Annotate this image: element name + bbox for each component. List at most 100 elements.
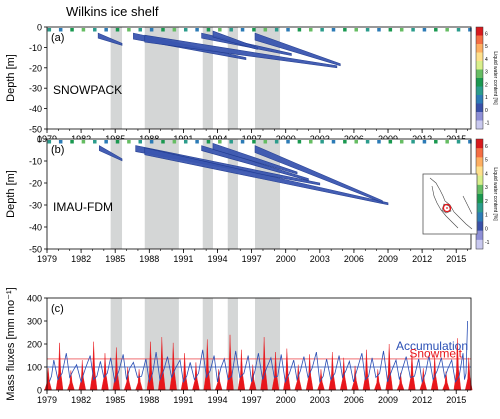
shaded-period-0	[110, 27, 123, 129]
shaded-period-3	[227, 27, 238, 129]
xtick-label-12: 2015	[446, 254, 466, 264]
ytick-label-5: -50	[29, 245, 42, 255]
surface-melt-1986	[127, 140, 131, 144]
xtick-label-3: 1988	[139, 395, 159, 405]
colorbar-swatch-3	[476, 166, 483, 176]
surface-melt-2005	[343, 140, 347, 144]
xtick-label-9: 2006	[344, 254, 364, 264]
surface-melt-2016	[468, 140, 472, 144]
surface-melt-1979	[47, 140, 52, 144]
surface-melt-1985	[115, 28, 120, 32]
colorbar-tick-3: 3	[485, 70, 488, 76]
percolation-band-0	[97, 32, 123, 46]
colorbar-label: Liquid water content [%]	[492, 51, 498, 105]
shaded-period-3	[227, 139, 238, 249]
surface-melt-1979	[47, 28, 52, 32]
ylabel: Depth [m]	[5, 170, 17, 218]
ytick-label-4: 400	[27, 294, 42, 304]
xtick-label-6: 1997	[242, 395, 262, 405]
colorbar-swatch-3	[476, 52, 483, 62]
colorbar-swatch-5	[476, 69, 483, 79]
surface-melt-2014	[445, 28, 449, 32]
colorbar-tick-1: 5	[485, 44, 488, 50]
colorbar-tick-3: 3	[485, 185, 488, 191]
colorbar-tick-7: -1	[485, 240, 490, 246]
legend-accumulation: Accumulation	[396, 339, 468, 353]
surface-melt-2004	[331, 28, 336, 32]
legend-snowmelt: Snowmelt	[409, 346, 462, 360]
colorbar-swatch-9	[476, 103, 483, 113]
surface-melt-1988	[149, 140, 154, 144]
colorbar-frame	[475, 26, 484, 130]
colorbar-tick-1: 5	[485, 158, 488, 164]
surface-melt-1994	[218, 28, 222, 32]
colorbar-swatch-0	[476, 27, 483, 36]
site-marker	[442, 203, 452, 213]
colorbar-swatch-10	[476, 230, 483, 241]
percolation-band-2	[144, 34, 338, 69]
accumulation-line	[48, 320, 468, 384]
surface-melt-1988	[149, 28, 154, 32]
surface-melt-1986	[127, 28, 131, 32]
surface-melt-1991	[183, 140, 188, 144]
surface-melt-2011	[411, 28, 415, 32]
colorbar-tick-0: 6	[485, 31, 488, 37]
island-outline	[441, 203, 452, 214]
xtick-label-0: 1979	[37, 395, 57, 405]
colorbar-swatch-6	[476, 78, 483, 87]
surface-melt-2002	[309, 28, 313, 32]
xtick-label-2: 1985	[105, 395, 125, 405]
surface-melt-1998	[263, 28, 268, 32]
surface-melt-2009	[388, 28, 393, 32]
surface-melt-2007	[365, 140, 370, 144]
ytick-label-1: -10	[29, 157, 42, 167]
surface-melt-1989	[161, 28, 165, 32]
colorbar-swatch-10	[476, 112, 483, 121]
surface-melt-2007	[365, 28, 370, 32]
colorbar-tick-0: 6	[485, 144, 488, 150]
ytick-label-0: 0	[37, 135, 42, 145]
colorbar-swatch-11	[476, 120, 483, 130]
ytick-label-2: 200	[27, 340, 42, 350]
surface-melt-1990	[172, 28, 177, 32]
colorbar-label: Liquid water content [%]	[492, 167, 498, 221]
surface-melt-2015	[456, 140, 461, 144]
ylabel: Depth [m]	[5, 54, 17, 102]
percolation-band-2	[144, 147, 389, 206]
xtick-label-1: 1982	[71, 395, 91, 405]
colorbar-a: 6 5 4 3 2 1 0 -1 Liquid water content [%]	[475, 26, 498, 130]
surface-melt-2011	[411, 140, 415, 144]
ytick-label-3: -30	[29, 201, 42, 211]
colorbar-swatch-1	[476, 148, 483, 158]
colorbar-swatch-9	[476, 221, 483, 231]
xtick-label-9: 2006	[344, 395, 364, 405]
xtick-label-8: 2003	[310, 395, 330, 405]
ytick-label-2: -20	[29, 63, 42, 73]
surface-melt-2006	[354, 140, 358, 144]
colorbar-swatch-2	[476, 44, 483, 53]
percolation-band-3	[201, 145, 309, 181]
surface-melt-1998	[263, 140, 268, 144]
colorbar-tick-2: 4	[485, 57, 488, 63]
surface-melt-1997	[252, 28, 256, 32]
xtick-label-4: 1991	[173, 395, 193, 405]
surface-melt-1989	[161, 140, 165, 144]
surface-melt-2010	[399, 28, 404, 32]
panel-a: (a)SNOWPACK0-10-20-30-40-501979198219851…	[5, 23, 472, 144]
colorbar-swatch-4	[476, 175, 483, 186]
ytick-label-5: -50	[29, 125, 42, 135]
surface-melt-2003	[320, 28, 324, 32]
colorbar-swatch-11	[476, 239, 483, 250]
site-marker-dot	[446, 207, 448, 209]
surface-melt-1994	[218, 140, 222, 144]
model-label: SNOWPACK	[53, 83, 122, 97]
percolation-band-1	[135, 145, 321, 186]
model-label: IMAU-FDM	[53, 200, 113, 214]
shaded-period-0	[110, 139, 123, 249]
surface-melt-1982	[81, 28, 86, 32]
ytick-label-4: -40	[29, 104, 42, 114]
surface-melt-2010	[399, 140, 404, 144]
axes-frame	[46, 26, 472, 130]
surface-melt-1991	[183, 28, 188, 32]
